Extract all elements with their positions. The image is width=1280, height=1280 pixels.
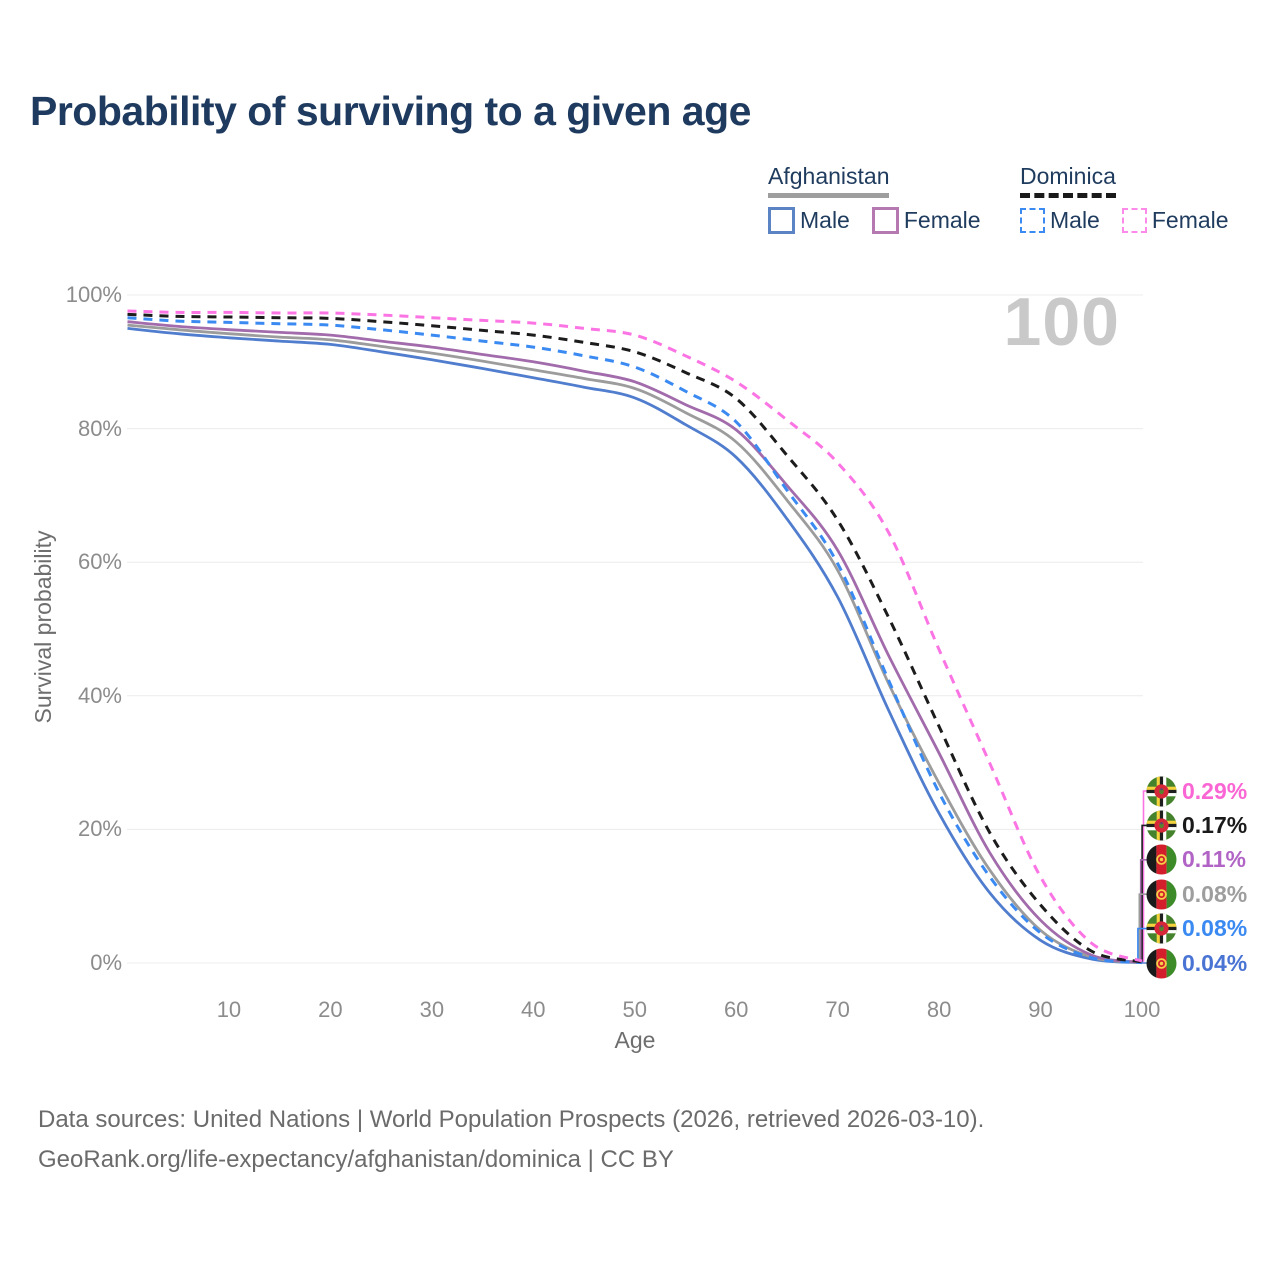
end-label-value: 0.29% [1182, 777, 1248, 804]
dominica-flag-icon [1146, 776, 1177, 806]
end-label-dominica-both-sexes[interactable]: 0.17% [1146, 808, 1247, 842]
footer-sources: Data sources: United Nations | World Pop… [38, 1106, 985, 1133]
end-label-dominica-female[interactable]: 0.29% [1146, 774, 1247, 808]
end-label-afghanistan-male[interactable]: 0.04% [1146, 946, 1247, 980]
end-label-dominica-male[interactable]: 0.08% [1146, 912, 1247, 946]
x-tick-label: 10 [216, 997, 242, 1022]
x-tick-label: 20 [318, 997, 343, 1022]
series-line-afghanistan-male [127, 327, 1143, 965]
x-tick-label: 50 [622, 997, 647, 1022]
y-tick-label: 20% [77, 816, 122, 842]
y-tick-label: 60% [77, 549, 122, 575]
afghanistan-flag-icon [1146, 844, 1177, 875]
dominica-male-swatch-icon [1020, 208, 1045, 233]
x-tick-label: 80 [926, 997, 952, 1022]
legend-item-dominica-female[interactable]: Female [1121, 207, 1229, 234]
x-tick-label: 90 [1028, 997, 1053, 1022]
x-tick-label: 30 [419, 997, 445, 1022]
series-line-afghanistan-female [127, 320, 1143, 964]
page-title: Probability of surviving to a given age [30, 88, 751, 134]
series-line-dominica-male [127, 316, 1143, 964]
y-tick-label: 40% [77, 682, 122, 708]
end-label-value: 0.08% [1182, 880, 1248, 907]
legend-group-afghanistan: Afghanistan Male Female [768, 163, 981, 234]
dominica-flag-icon [1146, 913, 1177, 944]
legend-item-afghanistan-female[interactable]: Female [871, 207, 981, 234]
legend-country-afghanistan: Afghanistan [768, 163, 890, 198]
end-label-value: 0.17% [1182, 811, 1248, 838]
afghanistan-flag-icon [1146, 948, 1177, 978]
current-age-watermark: 100 [1003, 284, 1120, 360]
x-tick-label: 40 [521, 997, 546, 1022]
x-tick-label: 100 [1123, 997, 1161, 1022]
end-label-value: 0.08% [1182, 915, 1248, 942]
legend-items-dominica: Male Female [1020, 207, 1229, 234]
footer-attribution: GeoRank.org/life-expectancy/afghanistan/… [38, 1146, 674, 1173]
afghanistan-female-swatch-icon [871, 207, 899, 234]
dominica-flag-icon [1146, 810, 1177, 841]
x-tick-label: 60 [723, 997, 749, 1022]
series-line-afghanistan-both-sexes [127, 323, 1143, 964]
end-label-value: 0.11% [1182, 846, 1246, 873]
afghanistan-male-swatch-icon [768, 207, 795, 234]
y-axis-title: Survival probability [30, 530, 56, 724]
end-label-afghanistan-female[interactable]: 0.11% [1146, 843, 1246, 877]
legend-item-afghanistan-male[interactable]: Male [768, 207, 850, 234]
legend-item-dominica-male[interactable]: Male [1020, 207, 1100, 234]
y-tick-label: 0% [90, 950, 122, 975]
legend-item-label: Female [1151, 207, 1229, 233]
dominica-female-swatch-icon [1121, 208, 1147, 233]
legend-item-label: Female [903, 207, 981, 233]
x-tick-label: 70 [825, 997, 850, 1022]
x-axis-title: Age [614, 1027, 656, 1053]
legend-items-afghanistan: Male Female [768, 207, 981, 234]
y-tick-label: 80% [77, 415, 122, 441]
legend-group-dominica: Dominica Male Female [1020, 163, 1229, 234]
legend-country-dominica: Dominica [1020, 163, 1116, 198]
end-label-value: 0.04% [1182, 949, 1248, 976]
legend-item-label: Male [800, 207, 850, 233]
afghanistan-flag-icon [1146, 879, 1177, 910]
series-line-dominica-female [127, 309, 1143, 963]
legend-item-label: Male [1050, 207, 1100, 233]
series-line-dominica-both-sexes [127, 312, 1143, 964]
y-tick-label: 100% [65, 282, 122, 307]
end-label-afghanistan-both-sexes[interactable]: 0.08% [1146, 877, 1247, 911]
